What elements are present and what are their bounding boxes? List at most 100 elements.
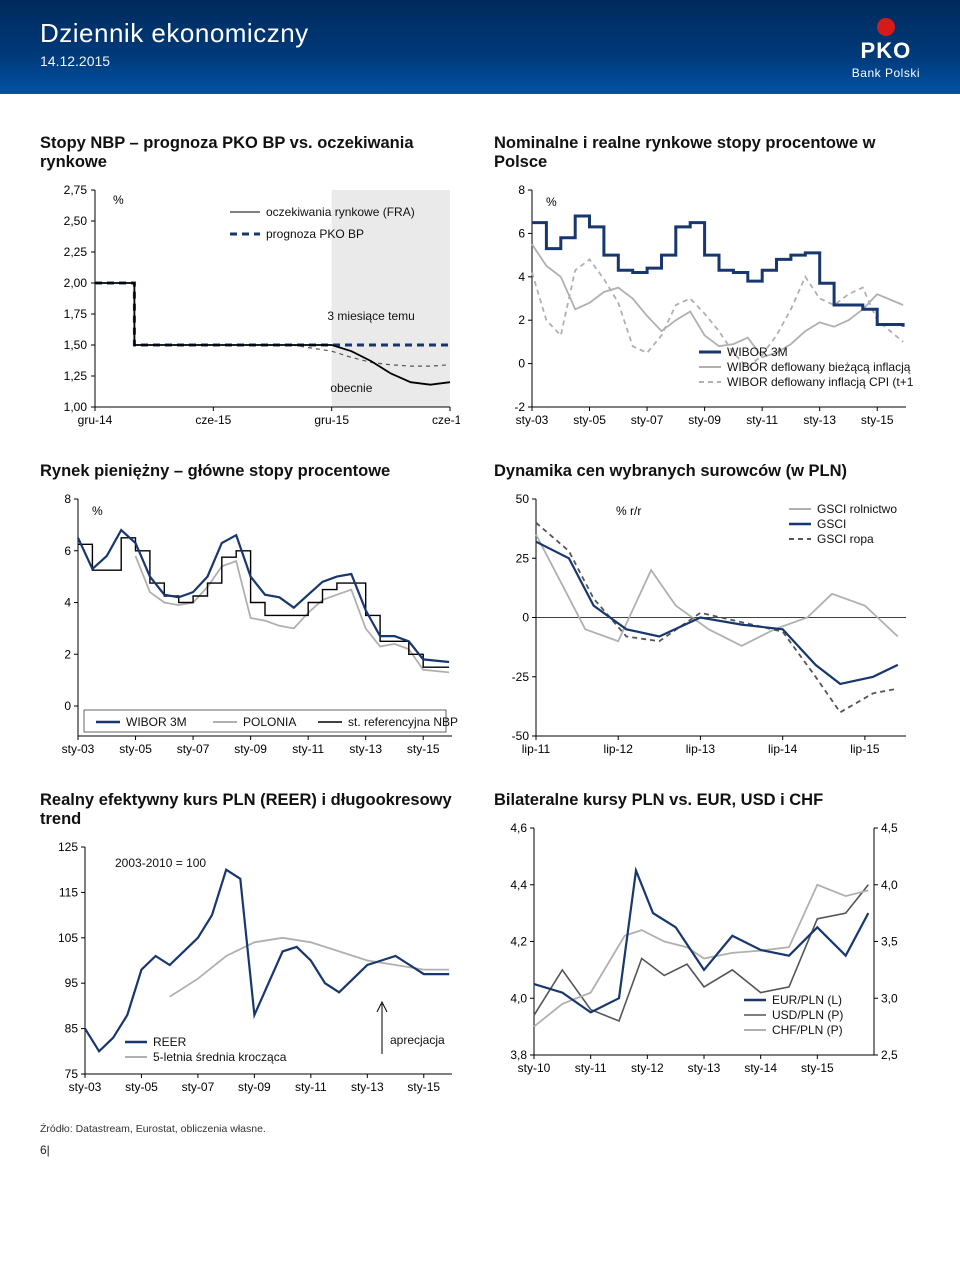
svg-text:-25: -25	[512, 670, 530, 684]
logo-text-pko: PKO	[852, 38, 920, 64]
svg-text:sty-05: sty-05	[125, 1080, 158, 1094]
svg-text:sty-13: sty-13	[351, 1080, 384, 1094]
svg-text:4,0: 4,0	[510, 991, 527, 1005]
svg-text:sty-09: sty-09	[234, 742, 267, 756]
svg-text:2: 2	[64, 647, 71, 661]
svg-text:lip-12: lip-12	[604, 742, 634, 756]
svg-text:sty-05: sty-05	[119, 742, 152, 756]
svg-text:3,5: 3,5	[881, 935, 898, 949]
svg-text:2: 2	[518, 313, 525, 327]
chart1-block: Stopy NBP – prognoza PKO BP vs. oczekiwa…	[40, 122, 466, 432]
svg-text:sty-10: sty-10	[518, 1061, 551, 1075]
svg-text:0: 0	[64, 699, 71, 713]
chart6-svg: 3,84,04,24,44,62,53,03,54,04,5sty-10sty-…	[494, 820, 914, 1080]
chart2-svg: -202468sty-03sty-05sty-07sty-09sty-11sty…	[494, 182, 914, 432]
svg-text:EUR/PLN (L): EUR/PLN (L)	[772, 993, 842, 1007]
svg-text:2003-2010 = 100: 2003-2010 = 100	[115, 856, 206, 870]
svg-text:aprecjacja: aprecjacja	[390, 1033, 445, 1047]
svg-text:1,50: 1,50	[64, 338, 88, 352]
svg-text:2,00: 2,00	[64, 276, 88, 290]
svg-text:%: %	[92, 504, 103, 518]
svg-text:5-letnia średnia krocząca: 5-letnia średnia krocząca	[153, 1050, 287, 1064]
svg-text:sty-15: sty-15	[861, 413, 894, 427]
svg-text:lip-14: lip-14	[768, 742, 798, 756]
svg-text:6: 6	[64, 544, 71, 558]
svg-text:8: 8	[64, 492, 71, 506]
chart3-title: Rynek pieniężny – główne stopy procentow…	[40, 462, 466, 481]
chart1-title: Stopy NBP – prognoza PKO BP vs. oczekiwa…	[40, 134, 466, 172]
svg-text:sty-11: sty-11	[292, 742, 324, 756]
svg-text:oczekiwania rynkowe (FRA): oczekiwania rynkowe (FRA)	[266, 205, 415, 219]
svg-text:sty-11: sty-11	[746, 413, 778, 427]
svg-text:sty-07: sty-07	[177, 742, 210, 756]
svg-text:sty-13: sty-13	[349, 742, 382, 756]
report-header: Dziennik ekonomiczny 14.12.2015 PKO Bank…	[0, 0, 960, 94]
svg-text:sty-03: sty-03	[62, 742, 95, 756]
svg-text:USD/PLN (P): USD/PLN (P)	[772, 1008, 843, 1022]
svg-text:6: 6	[518, 226, 525, 240]
chart5-block: Realny efektywny kurs PLN (REER) i długo…	[40, 779, 466, 1099]
svg-text:sty-07: sty-07	[182, 1080, 215, 1094]
svg-text:4,4: 4,4	[510, 878, 527, 892]
svg-text:75: 75	[65, 1067, 79, 1081]
svg-text:105: 105	[58, 931, 78, 945]
svg-text:85: 85	[65, 1022, 79, 1036]
svg-text:115: 115	[59, 885, 78, 899]
svg-text:4: 4	[64, 596, 71, 610]
chart5-svg: 758595105115125sty-03sty-05sty-07sty-09s…	[40, 839, 460, 1099]
svg-text:sty-15: sty-15	[407, 742, 440, 756]
svg-text:4,2: 4,2	[510, 935, 527, 949]
page-number: 6|	[40, 1143, 920, 1157]
svg-text:1,25: 1,25	[64, 369, 88, 383]
svg-text:4,0: 4,0	[881, 878, 898, 892]
svg-text:obecnie: obecnie	[330, 381, 372, 395]
svg-text:sty-11: sty-11	[575, 1061, 607, 1075]
svg-text:GSCI: GSCI	[817, 517, 846, 531]
svg-text:2,25: 2,25	[64, 245, 88, 259]
source-footnote: Źródło: Datastream, Eurostat, obliczenia…	[40, 1123, 920, 1135]
svg-text:1,75: 1,75	[64, 307, 88, 321]
chart3-block: Rynek pieniężny – główne stopy procentow…	[40, 450, 466, 761]
chart6-title: Bilateralne kursy PLN vs. EUR, USD i CHF	[494, 791, 920, 810]
svg-text:%: %	[546, 195, 557, 209]
svg-text:3,0: 3,0	[881, 991, 898, 1005]
svg-text:lip-13: lip-13	[686, 742, 716, 756]
svg-text:POLONIA: POLONIA	[243, 715, 296, 729]
svg-text:4,6: 4,6	[510, 821, 527, 835]
chart3-svg: 0 2 4 6 8 sty-03 sty-05 sty-07 sty-09 sty-11 sty-1…	[40, 491, 460, 761]
header-left: Dziennik ekonomiczny 14.12.2015	[40, 18, 309, 69]
svg-text:gru-14: gru-14	[78, 413, 113, 427]
svg-text:sty-15: sty-15	[801, 1061, 834, 1075]
svg-text:sty-12: sty-12	[631, 1061, 664, 1075]
svg-text:st. referencyjna NBP: st. referencyjna NBP	[348, 715, 458, 729]
report-date: 14.12.2015	[40, 53, 309, 69]
svg-text:4,5: 4,5	[881, 821, 898, 835]
chart2-block: Nominalne i realne rynkowe stopy procent…	[494, 122, 920, 432]
svg-text:125: 125	[58, 840, 78, 854]
svg-text:prognoza PKO BP: prognoza PKO BP	[266, 227, 364, 241]
svg-text:cze-15: cze-15	[195, 413, 231, 427]
svg-text:sty-13: sty-13	[803, 413, 836, 427]
svg-text:% r/r: % r/r	[616, 504, 641, 518]
chart6-block: Bilateralne kursy PLN vs. EUR, USD i CHF…	[494, 779, 920, 1099]
chart4-title: Dynamika cen wybranych surowców (w PLN)	[494, 462, 920, 481]
chart5-title: Realny efektywny kurs PLN (REER) i długo…	[40, 791, 466, 829]
svg-text:1,00: 1,00	[64, 400, 88, 414]
svg-text:sty-07: sty-07	[631, 413, 664, 427]
svg-text:WIBOR deflowany bieżącą inflac: WIBOR deflowany bieżącą inflacją CPI	[727, 360, 914, 374]
svg-text:sty-09: sty-09	[688, 413, 721, 427]
svg-text:3,8: 3,8	[510, 1048, 527, 1062]
svg-text:-2: -2	[514, 400, 525, 414]
page-body: Stopy NBP – prognoza PKO BP vs. oczekiwa…	[0, 94, 960, 1177]
svg-text:REER: REER	[153, 1035, 187, 1049]
svg-text:CHF/PLN (P): CHF/PLN (P)	[772, 1023, 843, 1037]
svg-text:0: 0	[518, 357, 525, 371]
svg-text:lip-11: lip-11	[522, 742, 551, 756]
svg-text:4: 4	[518, 270, 525, 284]
svg-text:gru-15: gru-15	[314, 413, 349, 427]
chart2-title: Nominalne i realne rynkowe stopy procent…	[494, 134, 920, 172]
chart4-svg: -50-2502550lip-11lip-12lip-13lip-14lip-1…	[494, 491, 914, 761]
svg-text:WIBOR deflowany inflacją CPI (: WIBOR deflowany inflacją CPI (t+12)	[727, 375, 914, 389]
svg-text:-50: -50	[512, 729, 530, 743]
bank-logo: PKO Bank Polski	[852, 18, 920, 80]
